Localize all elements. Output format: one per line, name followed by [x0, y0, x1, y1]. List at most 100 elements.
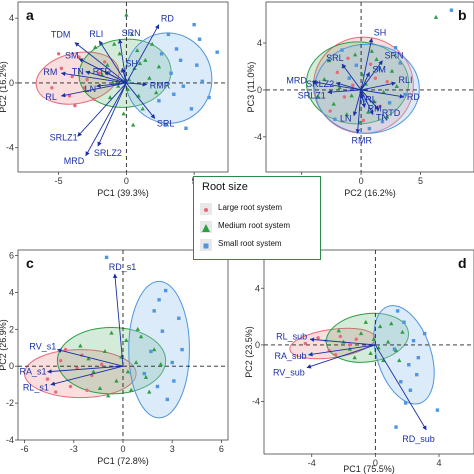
y-tick-label: 2 [9, 324, 14, 334]
x-axis-label: PC2 (16.2%) [344, 188, 396, 198]
point-small [174, 47, 179, 51]
point-small [189, 107, 194, 111]
x-tick-label: -5 [55, 176, 63, 186]
point-medium [368, 351, 373, 356]
point-medium [147, 389, 152, 394]
y-axis-label: PC2 (16.2%) [0, 61, 8, 113]
point-medium [151, 347, 157, 352]
point-medium [125, 369, 131, 374]
y-tick-label: 6 [9, 251, 14, 261]
point-small [340, 48, 344, 52]
point-small [157, 99, 161, 103]
y-tick-label: 0 [257, 85, 262, 95]
point-medium [107, 95, 113, 100]
legend-symbol-large [200, 203, 212, 215]
point-medium [336, 328, 341, 333]
point-medium [352, 355, 357, 360]
point-small [416, 355, 421, 360]
vector-RV_sub [306, 344, 376, 369]
point-small [195, 63, 199, 67]
plot-area-b [266, 2, 474, 172]
point-small [152, 309, 156, 313]
vector-label-RL_sub: RL_sub [276, 331, 307, 341]
point-medium [86, 356, 91, 361]
vector-label-RD: RD [161, 14, 174, 24]
point-small [449, 8, 454, 12]
point-large [361, 118, 366, 123]
vector-RA_s1 [47, 365, 124, 374]
point-medium [149, 41, 155, 46]
x-tick-label: 5 [418, 176, 423, 186]
vector-RV_s1 [56, 348, 124, 367]
point-small [407, 363, 411, 367]
vector-label-RD: RD [407, 92, 420, 102]
vector-RM [60, 71, 127, 84]
point-small [387, 101, 392, 105]
point-small [333, 117, 337, 121]
point-small [380, 119, 385, 124]
point-medium [385, 339, 391, 344]
y-tick-label: 4 [9, 287, 14, 297]
vector-label-RL_s1: RL_s1 [23, 383, 49, 393]
x-axis-label: PC1 (72.8%) [97, 456, 149, 466]
point-large [335, 70, 340, 75]
legend: Root size Large root system Medium root … [193, 176, 321, 260]
y-tick-label: -4 [6, 143, 14, 153]
point-small [200, 79, 204, 84]
x-axis-label: PC1 (39.3%) [97, 188, 149, 198]
point-small [104, 255, 109, 260]
point-large [103, 60, 107, 64]
vector-RLI [360, 81, 396, 91]
point-small [149, 349, 153, 354]
vector-SRL [341, 63, 362, 91]
point-large [75, 366, 79, 370]
point-medium [377, 324, 383, 329]
legend-item-small: Small root system [200, 237, 318, 253]
y-tick-label: 0 [9, 78, 14, 88]
point-large [328, 109, 332, 113]
point-medium [93, 44, 98, 49]
ellipse-large [35, 51, 120, 105]
point-small [395, 309, 400, 313]
point-small [347, 76, 351, 80]
point-large [73, 103, 77, 108]
point-large [333, 353, 338, 357]
vector-SRLZ2 [97, 82, 127, 147]
point-medium [400, 329, 405, 334]
ellipse-medium [305, 41, 410, 125]
y-tick-label: 4 [255, 283, 260, 293]
point-medium [91, 369, 96, 374]
point-medium [116, 83, 121, 88]
vector-SRN [360, 60, 383, 91]
y-tick-label: -4 [254, 132, 262, 142]
point-small [367, 126, 372, 131]
point-small [197, 37, 202, 41]
vector-label-MRD: MRD [64, 156, 85, 166]
point-medium [337, 85, 342, 90]
vector-label-SRN: SRN [122, 28, 141, 38]
point-small [178, 58, 183, 62]
vector-SRN [118, 38, 127, 84]
vector-label-SH: SH [125, 58, 138, 68]
vector-label-RMR: RMR [150, 81, 171, 91]
vector-TDM [74, 42, 127, 84]
x-tick-label: 3 [170, 444, 175, 454]
vector-RD [361, 89, 405, 99]
point-medium [389, 68, 395, 73]
point-medium [129, 31, 135, 36]
point-medium [433, 14, 439, 19]
point-small [215, 50, 219, 54]
vector-RLI [98, 40, 127, 84]
x-tick-label: 0 [124, 176, 129, 186]
point-medium [78, 343, 83, 348]
ellipse-medium [56, 326, 167, 395]
point-medium [389, 321, 394, 326]
panel-d: RL_sub RA_sub RV_sub RD_sub -4 0 4 -4 0 4 PC1 (75.… [244, 249, 474, 474]
legend-item-large: Large root system [200, 201, 318, 217]
point-small [415, 372, 419, 377]
vector-RTD [104, 71, 127, 84]
vector-label-RA_sub: RA_sub [275, 351, 307, 361]
vector-SRLZ1 [77, 82, 127, 137]
point-medium [371, 336, 376, 341]
y-tick-label: 4 [257, 38, 262, 48]
